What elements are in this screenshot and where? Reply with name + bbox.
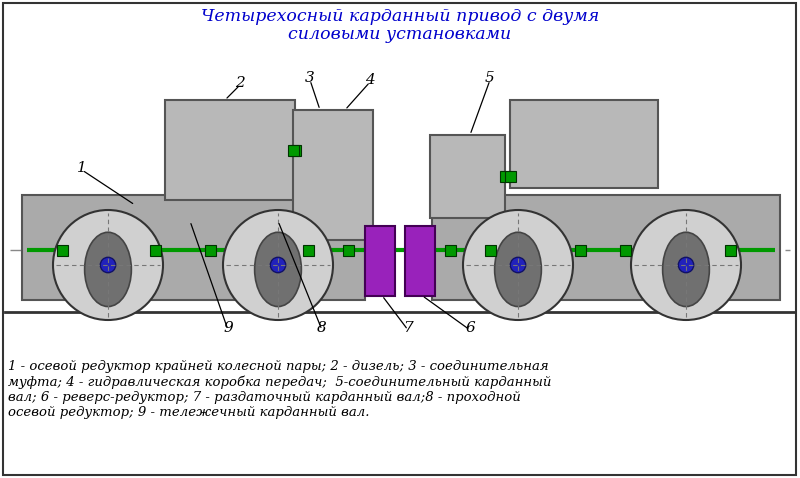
Bar [432,195,780,300]
Circle shape [631,210,741,320]
Bar [505,171,515,182]
Circle shape [463,210,573,320]
Circle shape [53,210,163,320]
Bar [430,135,505,218]
Bar [342,245,354,256]
Bar [57,245,67,256]
Text: Четырехосный карданный привод с двумя: Четырехосный карданный привод с двумя [201,8,599,25]
Text: 1 - осевой редуктор крайней колесной пары; 2 - дизель; 3 - соединительная
муфта;: 1 - осевой редуктор крайней колесной пар… [8,360,551,419]
Circle shape [510,257,526,273]
Bar [302,245,314,256]
Ellipse shape [254,232,302,306]
Bar [22,195,365,300]
Bar [574,245,586,256]
Ellipse shape [662,232,710,306]
Bar [290,144,301,155]
Bar [205,245,215,256]
Bar [150,245,161,256]
Text: 7: 7 [403,321,413,335]
Bar [499,171,510,182]
Bar [405,226,435,295]
Text: 1: 1 [77,161,87,175]
Text: 8: 8 [317,321,327,335]
Bar [485,245,495,256]
Text: 6: 6 [465,321,475,335]
Text: силовыми установками: силовыми установками [288,26,512,43]
Bar [287,144,298,155]
Text: 2: 2 [235,76,245,90]
Ellipse shape [85,232,131,306]
Circle shape [270,257,286,273]
Bar [365,226,395,295]
Bar [293,110,373,240]
Circle shape [678,257,694,273]
Text: 4: 4 [365,73,375,87]
Circle shape [100,257,116,273]
Text: 5: 5 [485,71,495,85]
Ellipse shape [494,232,542,306]
Text: 3: 3 [305,71,315,85]
Bar [165,100,295,200]
Text: 9: 9 [223,321,233,335]
Bar [725,245,735,256]
Bar [445,245,455,256]
Circle shape [223,210,333,320]
Bar [510,100,658,188]
Bar [619,245,630,256]
